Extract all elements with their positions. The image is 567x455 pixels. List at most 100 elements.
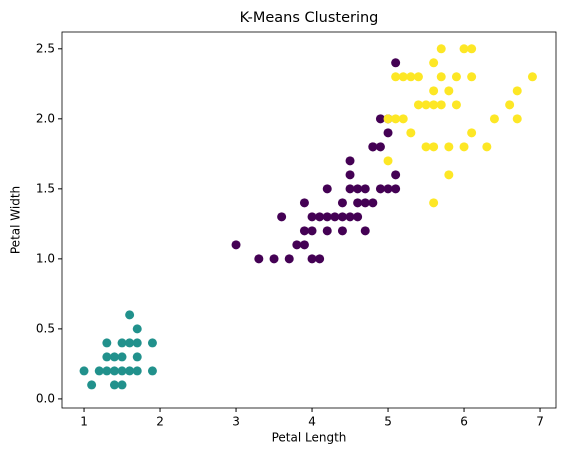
point: [360, 184, 370, 194]
point: [79, 366, 89, 376]
point: [307, 226, 317, 236]
point: [451, 72, 461, 82]
y-tick-label: 1.5: [36, 181, 55, 195]
point: [383, 128, 393, 138]
point: [307, 254, 317, 264]
point: [345, 212, 355, 222]
point: [383, 184, 393, 194]
point: [345, 184, 355, 194]
point: [299, 198, 309, 208]
point: [398, 114, 408, 124]
point: [375, 142, 385, 152]
point: [368, 198, 378, 208]
x-tick-label: 6: [460, 415, 468, 429]
point: [87, 380, 97, 390]
point: [132, 324, 142, 334]
point: [299, 226, 309, 236]
point: [444, 142, 454, 152]
point: [467, 72, 477, 82]
point: [436, 44, 446, 54]
point: [277, 212, 287, 222]
point: [109, 380, 119, 390]
point: [398, 72, 408, 82]
point: [368, 142, 378, 152]
point: [429, 100, 439, 110]
point: [337, 212, 347, 222]
point: [406, 128, 416, 138]
point: [345, 156, 355, 166]
point: [429, 58, 439, 68]
point: [353, 184, 363, 194]
plot-frame: [61, 31, 557, 409]
point: [322, 184, 332, 194]
point: [391, 184, 401, 194]
chart-title: K-Means Clustering: [240, 10, 379, 26]
x-tick-label: 4: [308, 415, 316, 429]
point: [459, 142, 469, 152]
point: [467, 44, 477, 54]
point: [360, 226, 370, 236]
point: [436, 100, 446, 110]
point: [391, 58, 401, 68]
point: [421, 142, 431, 152]
x-tick-label: 1: [80, 415, 88, 429]
y-tick-label: 2.5: [36, 41, 55, 55]
point: [406, 72, 416, 82]
point: [132, 338, 142, 348]
point: [284, 254, 294, 264]
y-tick-label: 0.5: [36, 321, 55, 335]
point: [125, 366, 135, 376]
x-tick-label: 5: [384, 415, 392, 429]
point: [315, 254, 325, 264]
point: [413, 100, 423, 110]
x-tick-label: 3: [232, 415, 240, 429]
point: [353, 198, 363, 208]
point: [231, 240, 241, 250]
point: [132, 352, 142, 362]
point: [337, 226, 347, 236]
point: [375, 184, 385, 194]
point: [421, 100, 431, 110]
point: [337, 198, 347, 208]
point: [444, 86, 454, 96]
y-tick-label: 2.0: [36, 111, 55, 125]
point: [315, 212, 325, 222]
point: [360, 198, 370, 208]
point: [109, 366, 119, 376]
point: [467, 128, 477, 138]
point: [505, 100, 515, 110]
point: [94, 366, 104, 376]
point: [429, 142, 439, 152]
point: [117, 366, 127, 376]
y-axis-label: Petal Width: [9, 186, 23, 254]
point: [132, 366, 142, 376]
point: [451, 100, 461, 110]
point: [102, 366, 112, 376]
point: [391, 72, 401, 82]
point: [125, 310, 135, 320]
point: [444, 170, 454, 180]
point: [147, 366, 157, 376]
x-tick-label: 2: [156, 415, 164, 429]
point: [375, 114, 385, 124]
point: [512, 86, 522, 96]
point: [436, 72, 446, 82]
point: [322, 212, 332, 222]
x-axis-label: Petal Length: [272, 431, 347, 445]
point: [429, 86, 439, 96]
point: [117, 380, 127, 390]
y-tick-label: 1.0: [36, 251, 55, 265]
x-tick-label: 7: [536, 415, 544, 429]
point: [330, 212, 340, 222]
y-tick-label: 0.0: [36, 391, 55, 405]
point: [147, 338, 157, 348]
point: [102, 338, 112, 348]
point: [299, 240, 309, 250]
point: [512, 114, 522, 124]
point: [322, 226, 332, 236]
point: [254, 254, 264, 264]
point: [383, 114, 393, 124]
point: [391, 170, 401, 180]
point: [527, 72, 537, 82]
